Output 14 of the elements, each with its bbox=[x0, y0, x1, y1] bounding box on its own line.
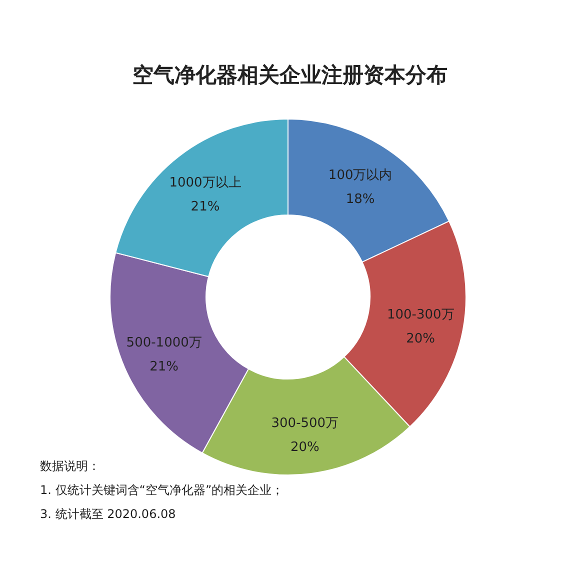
text: 3. 统计截至 2020.06.08 bbox=[40, 507, 176, 521]
slice-label: 500-1000万 bbox=[126, 336, 202, 351]
slice-label: 300-500万 bbox=[271, 416, 339, 431]
data-label: 21% bbox=[190, 199, 220, 214]
chart-title: 空气净化器相关企业注册资本分布 bbox=[132, 63, 448, 87]
data-label: 18% bbox=[346, 192, 375, 208]
slice-label: 100万以内 bbox=[328, 168, 392, 184]
data-label: 20% bbox=[290, 440, 320, 455]
text: 1. 仅统计关键词含“空气净化器”的相关企业； bbox=[40, 483, 284, 497]
slice-label: 1000万以上 bbox=[169, 175, 242, 190]
text: 数据说明： bbox=[40, 459, 100, 473]
slice-label: 100-300万 bbox=[386, 307, 454, 322]
data-label: 20% bbox=[406, 331, 436, 346]
data-label: 21% bbox=[150, 360, 179, 375]
